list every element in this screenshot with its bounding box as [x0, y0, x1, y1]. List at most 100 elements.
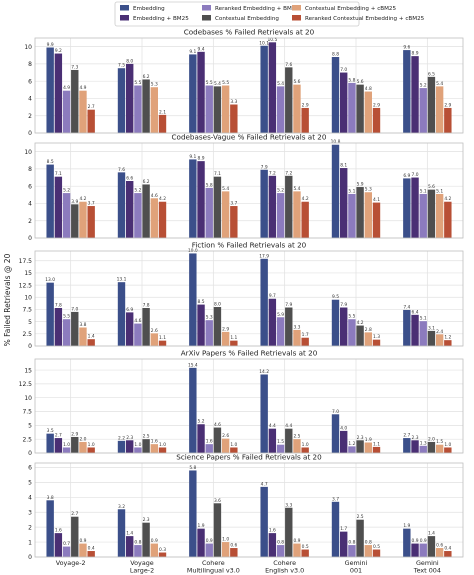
bar — [435, 86, 444, 133]
bar-value-label: 9.1 — [189, 154, 196, 160]
bar-value-label: 5.4 — [214, 81, 221, 87]
bar — [411, 314, 419, 346]
bar — [260, 45, 268, 133]
bar-value-label: 4.7 — [261, 481, 268, 487]
bar — [71, 204, 79, 238]
bar — [126, 312, 134, 346]
bar — [117, 172, 126, 238]
bar — [189, 470, 197, 557]
bar — [117, 282, 126, 346]
bar — [276, 444, 285, 453]
shared-y-axis-label: % Failed Retrievals @ 20 — [3, 253, 12, 346]
bar-value-label: 2.6 — [151, 328, 158, 334]
bar-value-label: 4.2 — [302, 196, 309, 202]
bar — [340, 531, 348, 557]
bar — [419, 543, 427, 557]
bar — [117, 509, 126, 557]
bar — [293, 191, 301, 238]
bar-value-label: 0.6 — [436, 543, 443, 549]
bar — [356, 440, 364, 453]
bar-value-label: 9.2 — [55, 48, 62, 54]
bar-value-label: 6.9 — [126, 307, 133, 313]
bar-value-label: 6.5 — [428, 71, 435, 77]
bar-value-label: 7.0 — [340, 67, 347, 73]
bar-value-label: 2.5 — [143, 434, 150, 440]
bar-value-label: 2.2 — [118, 435, 125, 441]
bar-value-label: 6.2 — [143, 74, 150, 80]
bar — [142, 439, 150, 453]
bar — [356, 187, 364, 238]
y-tick-label: 5 — [28, 480, 32, 487]
plot-area — [35, 251, 463, 346]
legend-label: Reranked Contextual Embedding + cBM25 — [305, 16, 425, 22]
y-tick-label: 7.5 — [22, 307, 32, 314]
bar-value-label: 7.8 — [55, 303, 62, 309]
bar-value-label: 5.8 — [206, 182, 213, 188]
y-tick-label: 5 — [28, 319, 32, 326]
bar — [117, 68, 126, 133]
bar-value-label: 6.9 — [403, 173, 410, 179]
bar — [301, 549, 309, 557]
legend-swatch — [120, 15, 129, 21]
bar-value-label: 2.5 — [357, 514, 364, 520]
y-tick-label: 6 — [28, 465, 32, 472]
legend-label: Contextual Embedding + cBM25 — [305, 6, 396, 12]
bar-value-label: 1.6 — [55, 528, 62, 534]
bar — [419, 321, 427, 346]
bar — [62, 193, 71, 238]
bar-value-label: 0.4 — [444, 546, 451, 552]
bar-value-label: 0.9 — [206, 538, 213, 544]
bar — [79, 543, 87, 557]
bar — [197, 161, 205, 238]
bar — [150, 87, 158, 133]
bar-value-label: 1.9 — [365, 437, 372, 443]
bar-value-label: 3.7 — [230, 201, 237, 207]
bar-value-label: 4.6 — [134, 318, 141, 324]
bar — [268, 42, 277, 134]
bar-value-label: 4.2 — [159, 196, 166, 202]
bar-value-label: 5.5 — [134, 80, 141, 86]
bar-value-label: 4.4 — [269, 423, 276, 429]
y-tick-label: 6 — [28, 78, 32, 85]
bar-value-label: 8.0 — [214, 302, 221, 308]
bar-value-label: 4.6 — [151, 193, 158, 199]
bar — [134, 193, 142, 238]
bar-value-label: 7.1 — [214, 171, 221, 177]
bar-value-label: 5.5 — [348, 314, 355, 320]
bar-value-label: 7.9 — [285, 302, 292, 308]
bar — [301, 337, 309, 346]
bar — [62, 546, 71, 557]
bar — [87, 339, 95, 346]
bar-value-label: 8.1 — [340, 163, 347, 169]
bar-value-label: 17.9 — [259, 253, 269, 259]
bar — [158, 552, 167, 557]
legend-swatch — [120, 5, 129, 11]
bar-value-label: 0.4 — [88, 546, 95, 552]
bar-value-label: 1.6 — [269, 528, 276, 534]
bar-value-label: 1.7 — [302, 332, 309, 338]
bar — [340, 72, 348, 133]
bar-value-label: 5.3 — [365, 187, 372, 193]
bar — [205, 187, 213, 238]
bar — [46, 500, 54, 557]
bar-value-label: 15.4 — [188, 362, 198, 368]
bar-value-label: 0.8 — [365, 540, 372, 546]
bar-value-label: 6.4 — [412, 309, 419, 315]
bar — [444, 201, 452, 238]
bar — [150, 543, 158, 557]
plot-area — [35, 463, 463, 557]
bar-value-label: 7.2 — [285, 170, 292, 176]
y-tick-label: 6 — [28, 183, 32, 190]
bar — [71, 516, 79, 557]
bar-value-label: 2.7 — [403, 433, 410, 439]
bar — [268, 175, 277, 238]
y-tick-label: 10 — [24, 44, 32, 51]
legend-label: Embedding — [133, 6, 165, 12]
bar — [419, 193, 427, 238]
bar — [54, 53, 63, 133]
bar — [285, 428, 293, 453]
bar — [79, 201, 87, 238]
bar-value-label: 3.3 — [293, 324, 300, 330]
bar-value-label: 5.6 — [357, 79, 364, 85]
bar-value-label: 2.3 — [412, 435, 419, 441]
